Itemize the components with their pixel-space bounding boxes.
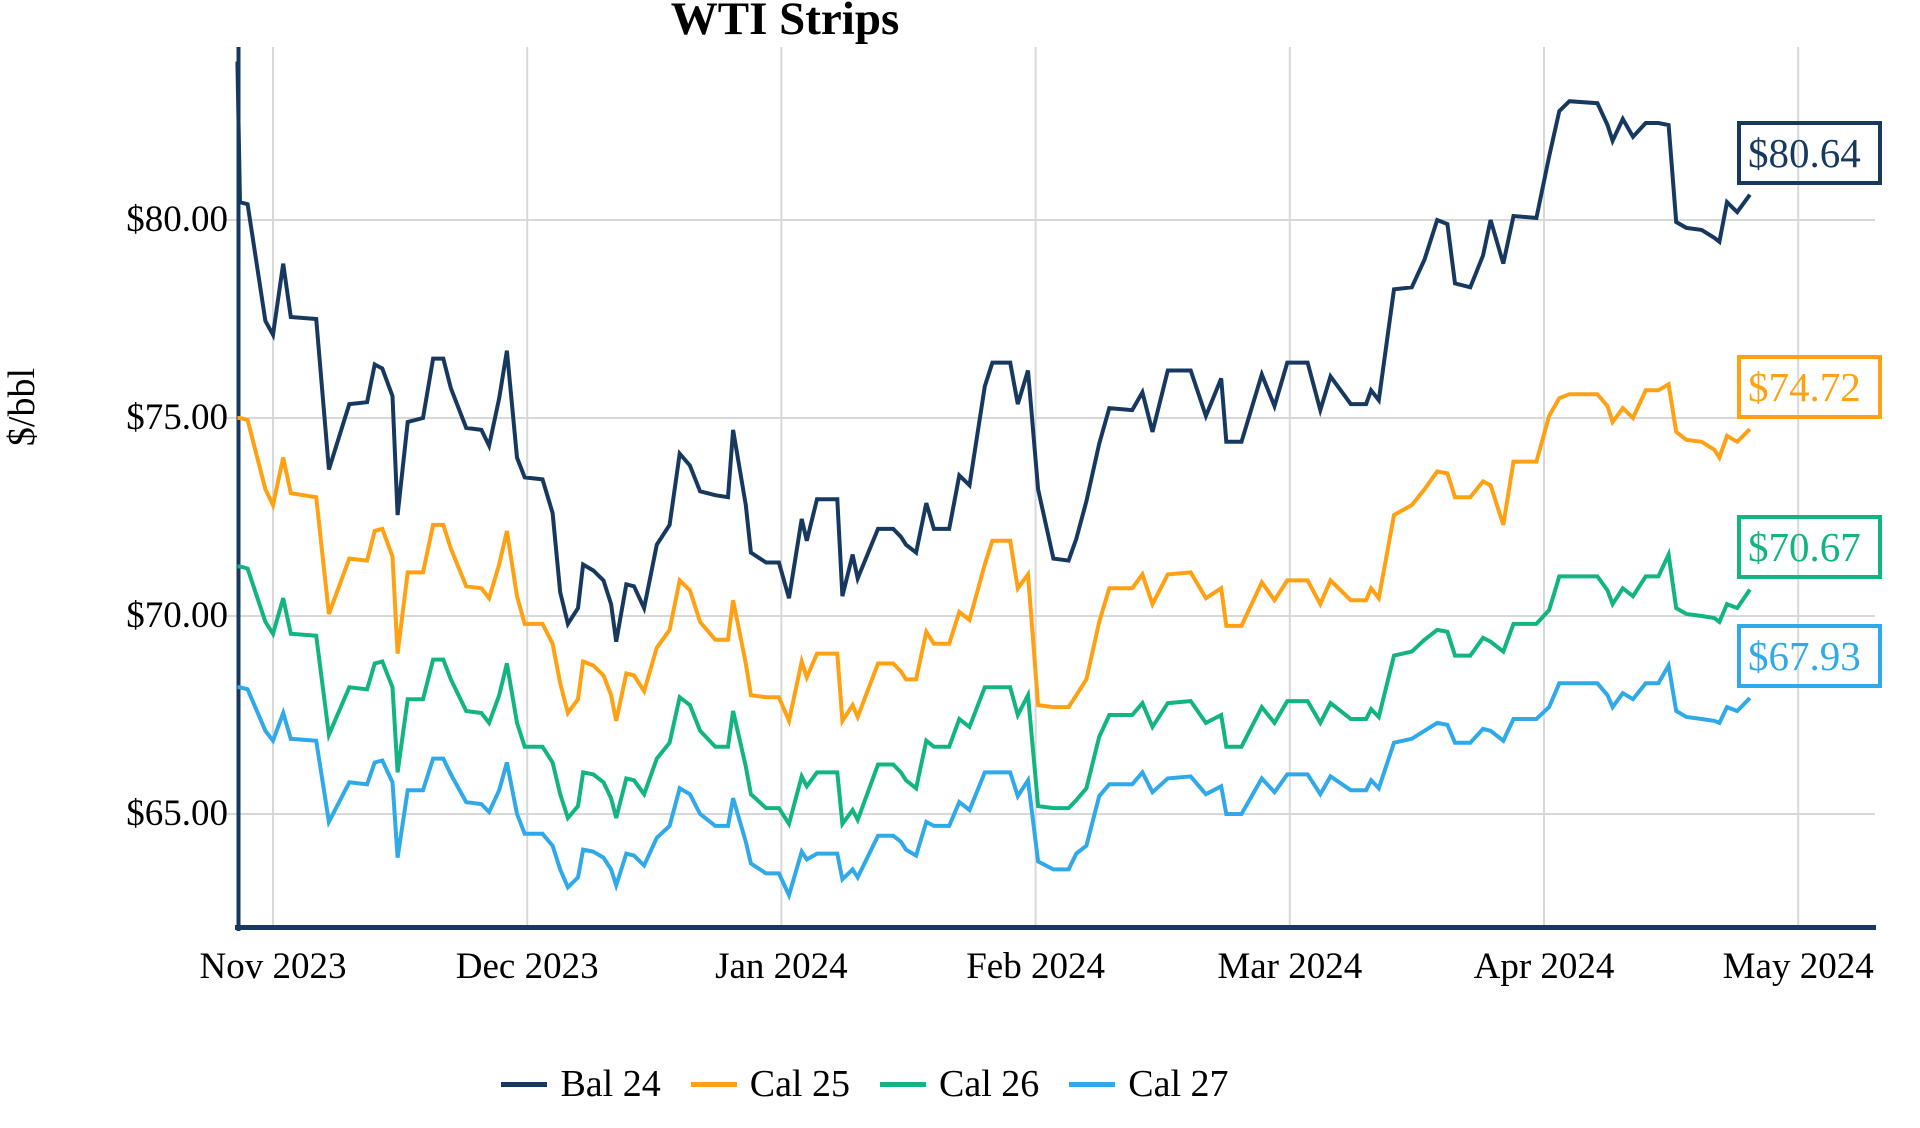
series-line-cal-26 xyxy=(237,547,1752,830)
y-tick-label: $75.00 xyxy=(126,397,228,438)
x-tick-label: Feb 2024 xyxy=(966,946,1105,987)
x-tick-label: Jan 2024 xyxy=(715,946,848,987)
legend-label-bal-24: Bal 24 xyxy=(560,1063,661,1105)
end-value-label-cal-27: $67.93 xyxy=(1737,623,1882,688)
legend-label-cal-26: Cal 26 xyxy=(939,1063,1040,1105)
x-tick-label: Mar 2024 xyxy=(1217,946,1363,987)
legend-item-bal-24: Bal 24 xyxy=(501,1062,661,1106)
legend-label-cal-27: Cal 27 xyxy=(1128,1063,1229,1105)
x-tick-label: Dec 2023 xyxy=(455,946,599,987)
x-tick-label: May 2024 xyxy=(1722,946,1874,987)
x-tick-label: Apr 2024 xyxy=(1473,946,1615,987)
chart-title: WTI Strips xyxy=(670,0,900,45)
legend-swatch-cal-26 xyxy=(880,1081,926,1087)
legend-item-cal-27: Cal 27 xyxy=(1069,1062,1229,1106)
legend-swatch-cal-27 xyxy=(1069,1081,1116,1087)
legend-item-cal-25: Cal 25 xyxy=(690,1062,850,1106)
end-value-label-cal-26: $70.67 xyxy=(1737,515,1882,580)
legend: Bal 24 Cal 25 Cal 26 Cal 27 xyxy=(0,1062,1730,1106)
end-value-label-cal-25: $74.72 xyxy=(1737,355,1882,420)
legend-label-cal-25: Cal 25 xyxy=(749,1063,850,1105)
series-line-cal-27 xyxy=(237,659,1752,901)
end-value-label-bal-24: $80.64 xyxy=(1737,120,1882,185)
series-line-cal-25 xyxy=(237,381,1752,728)
y-axis-label: $/bbl xyxy=(1,367,43,447)
legend-swatch-cal-25 xyxy=(690,1081,737,1087)
x-tick-label: Nov 2023 xyxy=(199,946,347,987)
series-line-bal-24 xyxy=(235,61,1752,643)
y-tick-label: $65.00 xyxy=(126,793,228,834)
legend-item-cal-26: Cal 26 xyxy=(880,1062,1039,1106)
y-tick-label: $70.00 xyxy=(126,595,228,636)
legend-swatch-bal-24 xyxy=(501,1081,548,1087)
y-tick-label: $80.00 xyxy=(126,199,228,240)
